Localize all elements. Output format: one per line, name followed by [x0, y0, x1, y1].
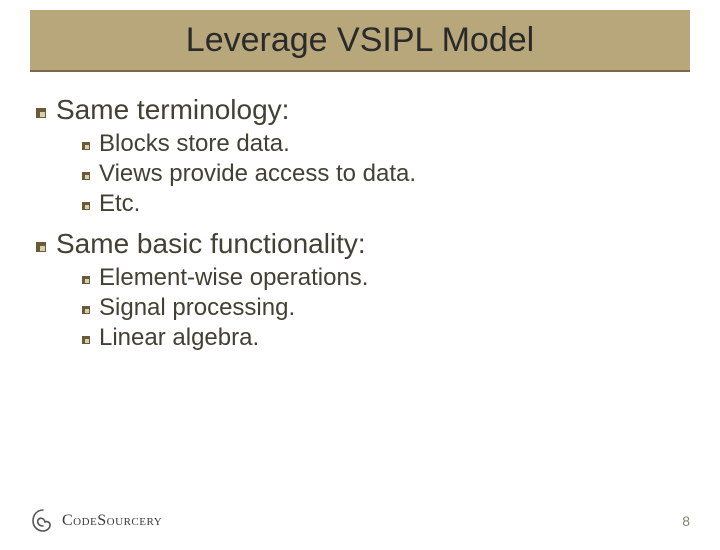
bullet-l2: Blocks store data.	[82, 130, 684, 158]
bullet-l2-text: Etc.	[99, 190, 140, 218]
bullet-l2: Linear algebra.	[82, 324, 684, 352]
page-number: 8	[682, 513, 690, 529]
bullet-l2: Signal processing.	[82, 294, 684, 322]
slide-body: Same terminology: Blocks store data. Vie…	[0, 70, 720, 352]
logo: CodeSourcery	[30, 508, 162, 534]
bullet-l2-text: Element-wise operations.	[99, 264, 368, 292]
bullet-l2: Views provide access to data.	[82, 160, 684, 188]
square-bullet-icon	[82, 202, 90, 210]
square-bullet-icon	[36, 108, 46, 118]
bullet-l1-text: Same terminology:	[56, 94, 289, 126]
bullet-l2: Etc.	[82, 190, 684, 218]
bullet-l1: Same basic functionality:	[36, 228, 684, 260]
bullet-l2-text: Signal processing.	[99, 294, 295, 322]
square-bullet-icon	[82, 276, 90, 284]
square-bullet-icon	[82, 306, 90, 314]
bullet-l2-text: Views provide access to data.	[99, 160, 416, 188]
slide-title: Leverage VSIPL Model	[186, 21, 534, 60]
logo-swirl-icon	[30, 508, 56, 534]
bullet-l2-group: Element-wise operations. Signal processi…	[82, 264, 684, 352]
square-bullet-icon	[82, 336, 90, 344]
title-bar: Leverage VSIPL Model	[30, 10, 690, 70]
bullet-l2: Element-wise operations.	[82, 264, 684, 292]
bullet-l1: Same terminology:	[36, 94, 684, 126]
bullet-l2-text: Blocks store data.	[99, 130, 290, 158]
square-bullet-icon	[82, 172, 90, 180]
square-bullet-icon	[36, 242, 46, 252]
bullet-l1-text: Same basic functionality:	[56, 228, 366, 260]
logo-text: CodeSourcery	[62, 512, 162, 530]
bullet-l2-text: Linear algebra.	[99, 324, 259, 352]
bullet-l2-group: Blocks store data. Views provide access …	[82, 130, 684, 218]
slide-footer: CodeSourcery 8	[0, 498, 720, 550]
square-bullet-icon	[82, 142, 90, 150]
